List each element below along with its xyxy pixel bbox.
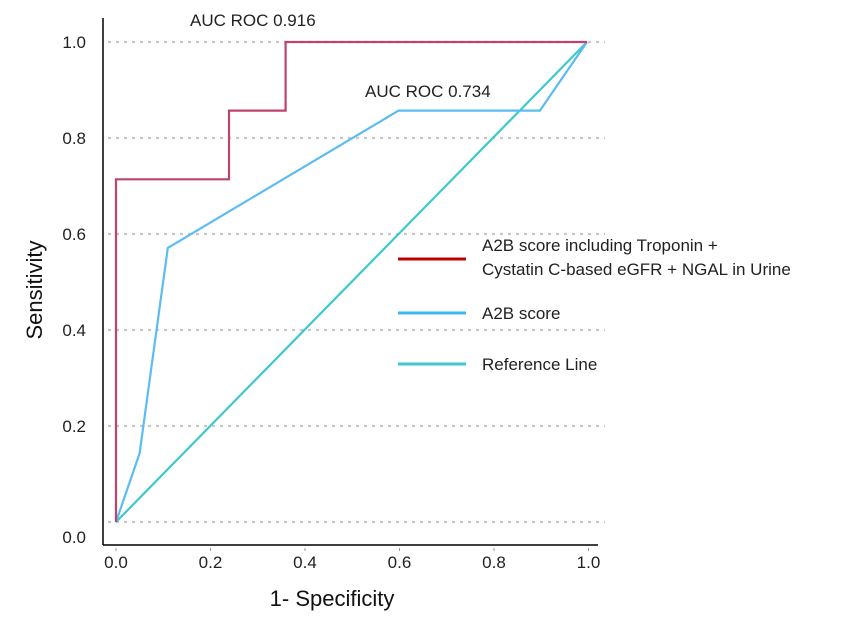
y-tick-label: 0.6 — [62, 225, 86, 244]
x-tick-label: 0.8 — [482, 553, 506, 572]
x-tick-label: 0.2 — [199, 553, 223, 572]
annotation-auc-a2b: AUC ROC 0.734 — [365, 82, 491, 101]
gridlines — [108, 40, 605, 524]
y-tick-label: 0.8 — [62, 129, 86, 148]
series-line-a2b — [114, 41, 588, 523]
y-tick-label: 0.2 — [62, 417, 86, 436]
y-tick-label: 0.4 — [62, 321, 86, 340]
series-line-combined — [114, 40, 587, 522]
series-lines — [114, 40, 588, 523]
y-tick-label: 1.0 — [62, 33, 86, 52]
legend-label-reference: Reference Line — [482, 355, 597, 374]
x-axis-title: 1- Specificity — [270, 586, 395, 611]
y-tick-label: 0.0 — [62, 528, 86, 547]
x-tick-label: 0.4 — [293, 553, 317, 572]
series-line-reference — [115, 41, 588, 523]
annotation-auc-combined: AUC ROC 0.916 — [190, 11, 316, 30]
legend: A2B score including Troponin + Cystatin … — [398, 236, 791, 374]
x-tick-label: 0.6 — [388, 553, 412, 572]
legend-label-combined-line1: A2B score including Troponin + — [482, 236, 718, 255]
legend-label-combined-line2: Cystatin C-based eGFR + NGAL in Urine — [482, 260, 791, 279]
x-tick-label: 0.0 — [104, 553, 128, 572]
tick-labels: 0.0 0.2 0.4 0.6 0.8 1.0 0.0 0.2 0.4 0.6 0.8 1.0 — [62, 33, 600, 572]
y-axis-title: Sensitivity — [22, 240, 47, 339]
x-tick-label: 1.0 — [577, 553, 601, 572]
legend-label-a2b: A2B score — [482, 304, 560, 323]
